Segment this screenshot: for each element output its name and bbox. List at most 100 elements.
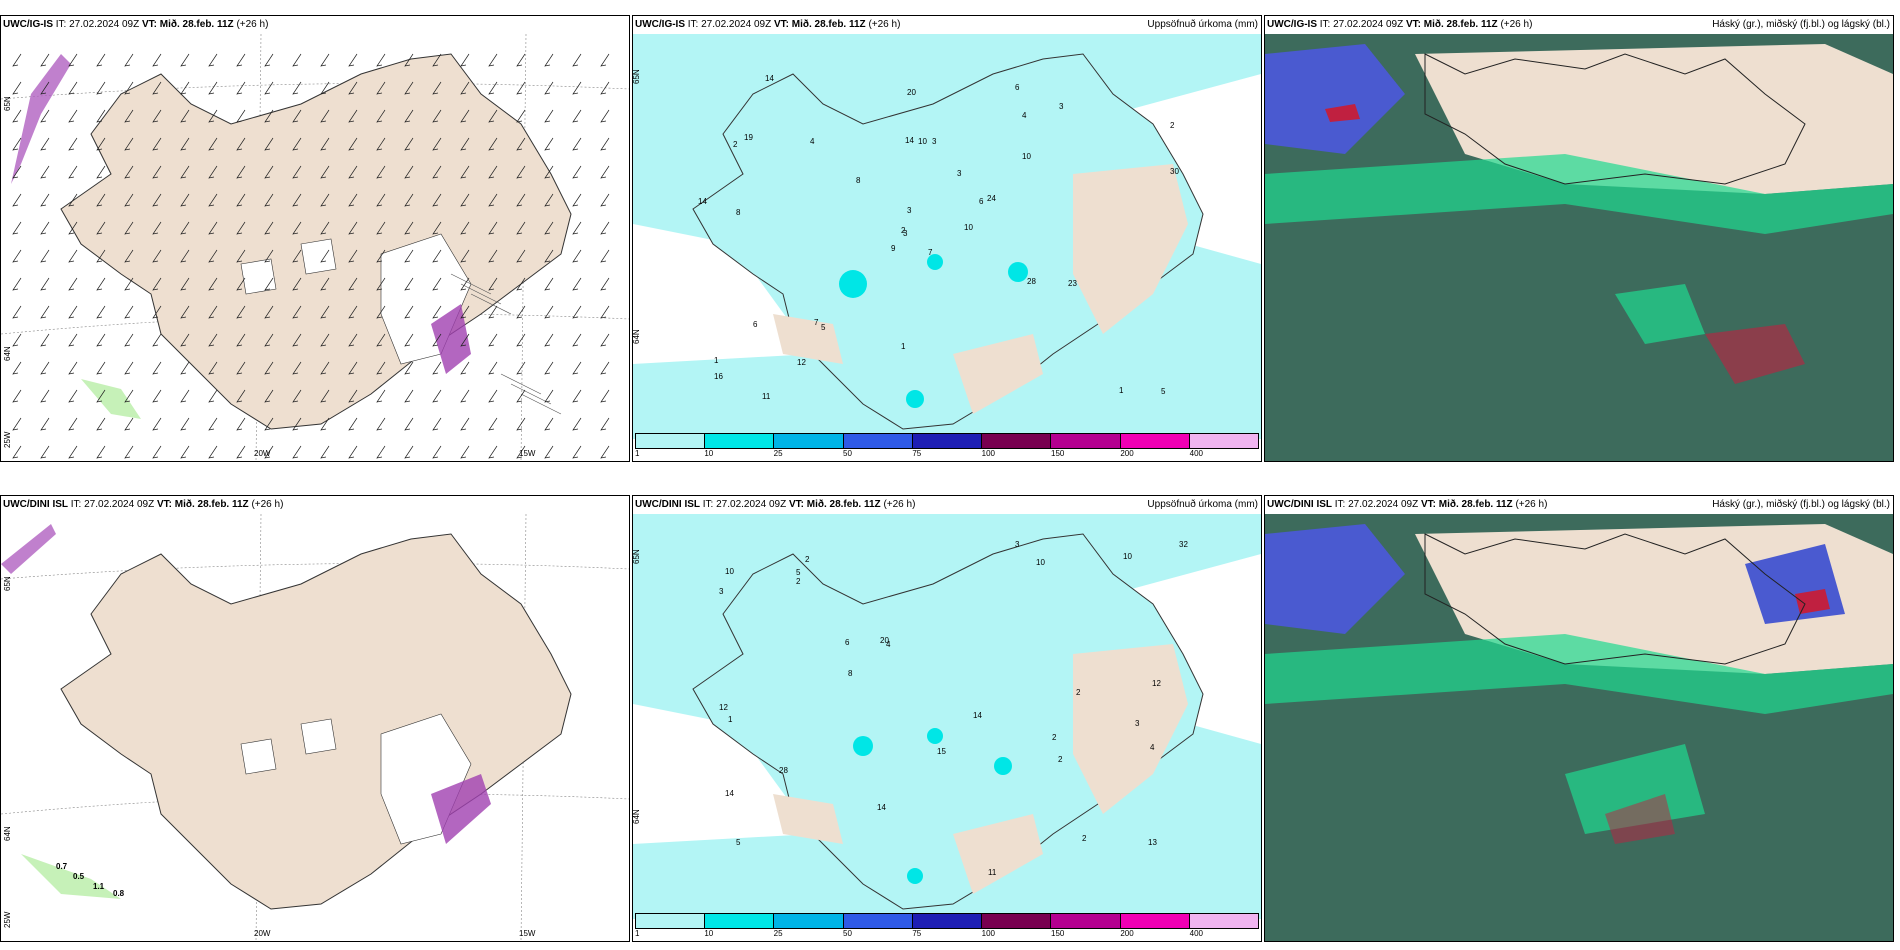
wind-barb bbox=[180, 277, 190, 291]
wind-barb bbox=[96, 221, 106, 235]
cloud-panel-top: UWC/IG-IS IT: 27.02.2024 09Z VT: Mið. 28… bbox=[1264, 15, 1894, 462]
wind-barb bbox=[516, 389, 526, 403]
wind-value: 0.8 bbox=[113, 889, 125, 898]
wind-barb bbox=[376, 165, 386, 179]
wind-barb bbox=[320, 389, 330, 403]
wind-barb bbox=[40, 165, 50, 179]
legend-tick: 25 bbox=[773, 449, 783, 458]
precip-value: 28 bbox=[779, 766, 788, 775]
wind-barb bbox=[544, 389, 554, 403]
wind-barb bbox=[488, 333, 498, 347]
wind-barb bbox=[432, 165, 442, 179]
wind-barb bbox=[348, 277, 358, 291]
wind-barb bbox=[12, 389, 22, 403]
legend-swatch bbox=[912, 914, 983, 928]
legend-tick: 75 bbox=[912, 929, 922, 938]
wind-barb bbox=[544, 221, 554, 235]
lon-label: 25W bbox=[3, 911, 12, 928]
wind-barb bbox=[12, 305, 22, 319]
legend-swatch bbox=[705, 434, 775, 448]
legend-swatch bbox=[636, 914, 706, 928]
wind-barb bbox=[572, 417, 582, 431]
wind-barb bbox=[544, 333, 554, 347]
wind-barb bbox=[180, 389, 190, 403]
wind-barb bbox=[236, 445, 246, 459]
wind-barb bbox=[320, 333, 330, 347]
wind-barb bbox=[40, 53, 50, 67]
precip-value: 4 bbox=[1022, 111, 1027, 120]
wind-barb bbox=[124, 445, 134, 459]
legend-tick: 1 bbox=[635, 449, 640, 458]
wind-barb bbox=[600, 137, 610, 151]
wind-barb bbox=[264, 445, 274, 459]
wind-barb bbox=[432, 361, 442, 375]
legend-swatch bbox=[982, 914, 1052, 928]
panel-header: UWC/IG-IS IT: 27.02.2024 09Z VT: Mið. 28… bbox=[635, 19, 901, 30]
precip-value: 5 bbox=[821, 323, 826, 332]
wind-barb bbox=[96, 81, 106, 95]
wind-barb bbox=[208, 249, 218, 263]
wind-barb bbox=[600, 221, 610, 235]
wind-barb bbox=[404, 137, 414, 151]
wind-barb bbox=[124, 361, 134, 375]
wind-barb bbox=[124, 165, 134, 179]
legend-tick: 1 bbox=[635, 929, 640, 938]
wind-barb bbox=[40, 109, 50, 123]
wind-barb bbox=[292, 109, 302, 123]
precip-value: 24 bbox=[987, 194, 996, 203]
wind-barb bbox=[236, 109, 246, 123]
wind-barb bbox=[432, 305, 442, 319]
wind-barb bbox=[460, 109, 470, 123]
wind-barb bbox=[292, 361, 302, 375]
wind-barb bbox=[320, 165, 330, 179]
wind-barb bbox=[68, 361, 78, 375]
wind-barb bbox=[152, 81, 162, 95]
wind-barb bbox=[516, 361, 526, 375]
wind-barb bbox=[96, 417, 106, 431]
precip-value: 9 bbox=[891, 244, 896, 253]
precip-title: Uppsöfnuð úrkoma (mm) bbox=[1147, 499, 1258, 510]
wind-barb bbox=[404, 305, 414, 319]
wind-barb bbox=[292, 277, 302, 291]
wind-barb bbox=[432, 249, 442, 263]
wind-barb bbox=[68, 137, 78, 151]
wind-barb bbox=[264, 277, 274, 291]
wind-barb bbox=[68, 109, 78, 123]
wind-barb bbox=[96, 305, 106, 319]
precip-value: 13 bbox=[1148, 838, 1157, 847]
wind-barb bbox=[180, 53, 190, 67]
panel-header: UWC/DINI ISL IT: 27.02.2024 09Z VT: Mið.… bbox=[635, 499, 916, 510]
wind-barb bbox=[40, 137, 50, 151]
legend-tick: 10 bbox=[704, 929, 714, 938]
wind-barb bbox=[152, 53, 162, 67]
wind-barb bbox=[320, 361, 330, 375]
wind-barb bbox=[124, 53, 134, 67]
wind-barb bbox=[488, 249, 498, 263]
wind-barb bbox=[432, 193, 442, 207]
wind-barb bbox=[572, 445, 582, 459]
wind-barb bbox=[152, 221, 162, 235]
precip-value: 3 bbox=[903, 229, 908, 238]
wind-barb bbox=[572, 137, 582, 151]
wind-barb bbox=[488, 137, 498, 151]
wind-barb bbox=[404, 417, 414, 431]
wind-barb bbox=[68, 249, 78, 263]
wind-barb bbox=[460, 389, 470, 403]
wind-barb bbox=[12, 333, 22, 347]
wind-barb bbox=[152, 333, 162, 347]
wind-barb bbox=[404, 109, 414, 123]
wind-barb bbox=[572, 165, 582, 179]
wind-barb bbox=[40, 445, 50, 459]
wind-barb bbox=[40, 221, 50, 235]
wind-barb bbox=[180, 305, 190, 319]
wind-barb bbox=[264, 109, 274, 123]
wind-barb bbox=[264, 361, 274, 375]
wind-barb bbox=[544, 249, 554, 263]
precip-value: 8 bbox=[856, 176, 861, 185]
wind-barb bbox=[180, 193, 190, 207]
wind-barb bbox=[96, 445, 106, 459]
wind-barb bbox=[12, 221, 22, 235]
precip-value: 14 bbox=[877, 803, 886, 812]
wind-barb bbox=[376, 445, 386, 459]
wind-barb bbox=[348, 249, 358, 263]
